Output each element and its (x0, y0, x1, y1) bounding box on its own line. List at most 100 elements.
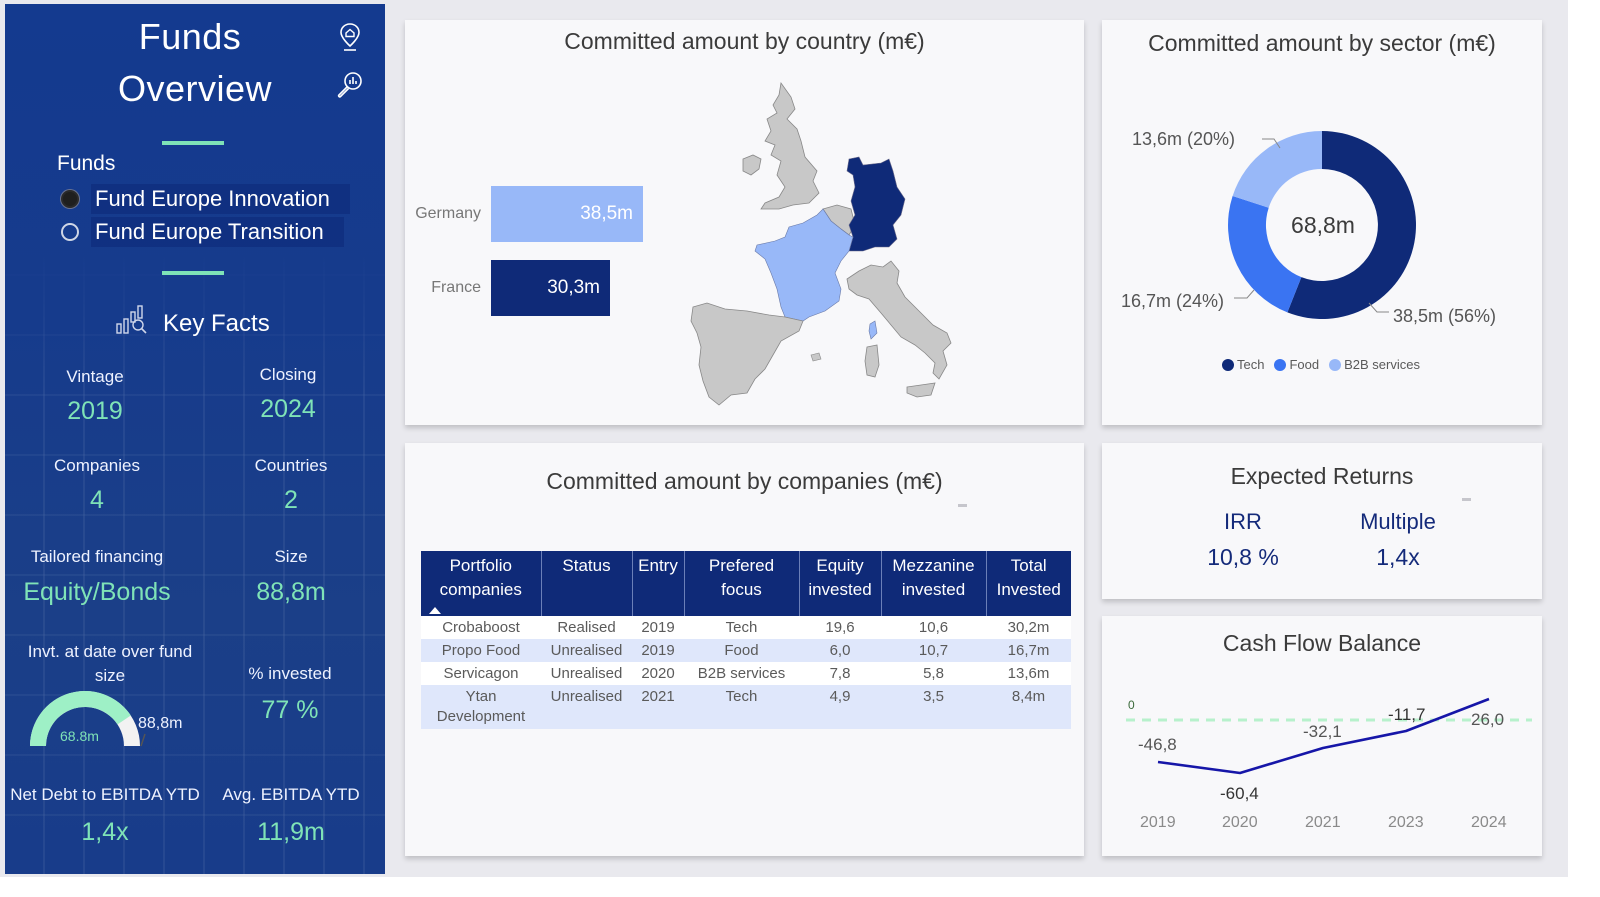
search-analytics-icon[interactable] (335, 70, 365, 100)
map-france (754, 208, 854, 322)
closing-value: 2024 (260, 395, 316, 423)
sector-card-title: Committed amount by sector (m€) (1148, 30, 1496, 56)
cell-focus: B2B services (684, 662, 799, 685)
cell-total: 16,7m (986, 639, 1071, 662)
invested-gauge (25, 690, 205, 754)
donut-slice-b2b (1232, 131, 1322, 208)
bar-value: 30,3m (547, 277, 600, 298)
gauge-max: 88,8m (138, 715, 183, 732)
col-header-status[interactable]: Status (541, 551, 633, 616)
cell-mezzanine: 10,6 (881, 616, 986, 639)
label-food: 16,7m (24%) (1121, 291, 1225, 311)
map-pin-home-icon[interactable] (335, 22, 365, 52)
label-b2b: 13,6m (20%) (1132, 129, 1236, 149)
visual-header-handle[interactable] (1462, 498, 1471, 501)
fund-option-europe-innovation[interactable]: Fund Europe Innovation (57, 183, 350, 215)
cell-company: Ytan Development (421, 685, 541, 729)
divider-accent (162, 141, 224, 145)
col-header-portfolio[interactable]: Portfolio companies (421, 551, 542, 616)
gauge-value: 68.8m (60, 728, 99, 744)
legend-dot-icon (1329, 358, 1342, 371)
map-corsica (868, 320, 878, 340)
zero-label: 0 (1128, 698, 1135, 712)
multiple-value: 1,4x (1376, 544, 1420, 570)
sector-card: Committed amount by sector (m€) 68,8m 13… (1102, 20, 1542, 425)
sort-ascending-icon[interactable] (429, 607, 441, 614)
cashflow-line (1157, 697, 1490, 775)
cell-equity: 6,0 (799, 639, 881, 662)
building-background-image (5, 4, 385, 874)
multiple-label: Multiple (1360, 509, 1436, 534)
cell-total: 30,2m (986, 616, 1071, 639)
vintage-label: Vintage (66, 367, 124, 386)
radio-selected-icon[interactable] (61, 190, 79, 208)
cell-company: Crobaboost (421, 616, 541, 639)
cashflow-line-chart[interactable] (1102, 616, 1542, 856)
col-header-equity[interactable]: Equity invested (799, 551, 882, 616)
legend-item-food[interactable]: Food (1274, 357, 1319, 372)
cell-mezzanine: 5,8 (881, 662, 986, 685)
financing-value: Equity/Bonds (23, 578, 171, 606)
cell-entry: 2020 (632, 662, 684, 685)
radio-unselected-icon[interactable] (61, 223, 79, 241)
cell-status: Unrealised (541, 662, 632, 685)
europe-map[interactable] (685, 75, 985, 420)
cell-total: 8,4m (986, 685, 1071, 729)
cell-equity: 4,9 (799, 685, 881, 729)
country-card-title: Committed amount by country (m€) (564, 28, 925, 54)
cell-entry: 2021 (632, 685, 684, 729)
table-row[interactable]: Crobaboost Realised 2019 Tech 19,6 10,6 … (421, 616, 1071, 639)
legend-item-tech[interactable]: Tech (1222, 357, 1264, 372)
companies-value: 4 (90, 486, 104, 514)
map-balearic (810, 352, 822, 362)
map-great-britain (760, 81, 820, 210)
sector-legend: Tech Food B2B services (1222, 357, 1420, 372)
legend-item-b2b[interactable]: B2B services (1329, 357, 1420, 372)
fund-option-europe-transition[interactable]: Fund Europe Transition (57, 216, 344, 248)
legend-label: Tech (1237, 357, 1265, 372)
cell-focus: Food (684, 639, 799, 662)
visual-header-handle[interactable] (958, 504, 967, 507)
page-title-line1: Funds (138, 16, 242, 57)
map-ireland (742, 154, 762, 176)
expected-returns-card: Expected Returns IRR 10,8 % Multiple 1,4… (1102, 443, 1542, 599)
cell-mezzanine: 10,7 (881, 639, 986, 662)
col-header-mezzanine[interactable]: Mezzanine invested (881, 551, 987, 616)
size-value: 88,8m (256, 578, 326, 606)
cashflow-card: Cash Flow Balance 0 -46,8 -60,4 -32,1 -1… (1102, 616, 1542, 856)
table-row[interactable]: Propo Food Unrealised 2019 Food 6,0 10,7… (421, 639, 1071, 662)
legend-dot-icon (1274, 358, 1287, 371)
cell-status: Realised (541, 616, 632, 639)
companies-label: Companies (54, 456, 140, 475)
bar-germany[interactable]: 38,5m (491, 186, 643, 242)
funds-slicer-label: Funds (57, 152, 116, 175)
bar-label-germany: Germany (415, 205, 481, 222)
sector-donut-chart[interactable] (1102, 20, 1542, 425)
bar-label-france: France (431, 279, 481, 296)
map-sicily (906, 382, 936, 398)
key-facts-title: Key Facts (163, 309, 270, 337)
col-header-total[interactable]: Total Invested (986, 551, 1071, 616)
cell-focus: Tech (684, 685, 799, 729)
bar-france[interactable]: 30,3m (491, 260, 610, 316)
point-label-2023: -11,7 (1388, 705, 1426, 724)
pct-invested-label: % invested (248, 664, 332, 683)
x-tick-2021: 2021 (1305, 814, 1341, 831)
chart-search-icon (115, 304, 149, 343)
irr-value: 10,8 % (1207, 544, 1279, 570)
page-title-line2: Overview (117, 68, 273, 109)
table-row[interactable]: Servicagon Unrealised 2020 B2B services … (421, 662, 1071, 685)
fund-option-label: Fund Europe Transition (95, 219, 324, 244)
col-header-entry[interactable]: Entry (632, 551, 685, 616)
table-row[interactable]: Ytan Development Unrealised 2021 Tech 4,… (421, 685, 1071, 729)
col-header-focus[interactable]: Prefered focus (684, 551, 800, 616)
net-debt-label: Net Debt to EBITDA YTD (10, 785, 200, 804)
invested-gauge-label-2: size (94, 666, 126, 685)
returns-card-title: Expected Returns (1230, 463, 1414, 489)
map-sardinia (864, 344, 880, 378)
legend-label: B2B services (1344, 357, 1420, 372)
cell-company: Propo Food (421, 639, 541, 662)
vintage-value: 2019 (67, 397, 123, 425)
cell-status: Unrealised (541, 685, 632, 729)
cell-equity: 7,8 (799, 662, 881, 685)
